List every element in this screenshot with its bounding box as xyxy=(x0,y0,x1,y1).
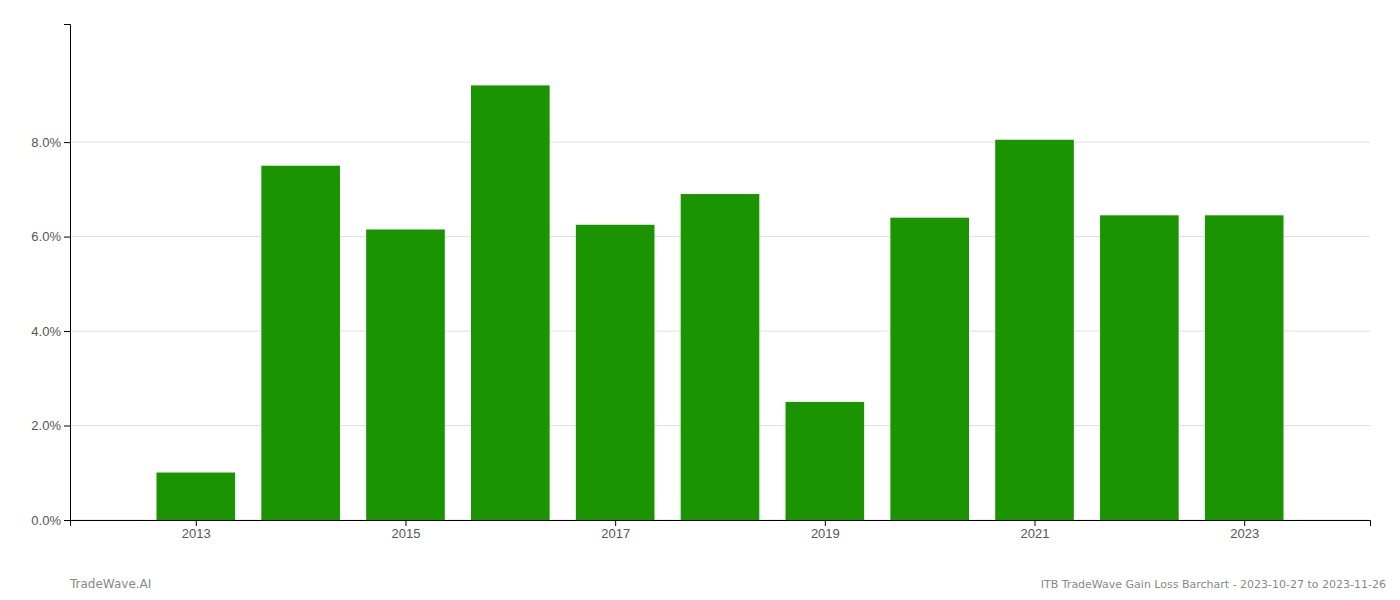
bar xyxy=(576,225,655,520)
x-axis: 2013 2015 2017 2019 2021 2023 xyxy=(71,520,1371,541)
grid-line xyxy=(70,142,1370,143)
x-tick-mark xyxy=(1244,520,1245,526)
x-tick-label: 2013 xyxy=(182,526,211,541)
x-tick-label: 2021 xyxy=(1021,526,1050,541)
bar xyxy=(156,473,235,520)
bar xyxy=(890,218,969,520)
x-tick-label: 2017 xyxy=(601,526,630,541)
plot: 2013 2015 2017 2019 2021 2023 0.0% 2.0% 4.0% 6.0%… xyxy=(31,25,1370,542)
y-tick-mark xyxy=(64,237,70,238)
y-tick-label: 0.0% xyxy=(31,513,61,528)
x-tick: 2023 xyxy=(1230,520,1259,541)
x-tick-label: 2023 xyxy=(1230,526,1259,541)
y-tick: 2.0% xyxy=(31,418,70,433)
x-tick-mark xyxy=(196,520,197,526)
grid xyxy=(70,142,1370,520)
x-tick: 2013 xyxy=(182,520,211,541)
bar xyxy=(366,229,445,520)
y-tick: 8.0% xyxy=(31,135,70,150)
x-tick-mark xyxy=(1035,520,1036,526)
y-tick-label: 6.0% xyxy=(31,229,61,244)
bar xyxy=(995,140,1074,520)
x-axis-line xyxy=(71,521,1371,527)
x-tick-mark xyxy=(405,520,406,526)
x-tick: 2019 xyxy=(811,520,840,541)
footer-left: TradeWave.AI xyxy=(69,577,151,591)
y-tick-mark xyxy=(64,142,70,143)
x-tick-mark xyxy=(615,520,616,526)
y-axis-line xyxy=(64,25,71,521)
bars xyxy=(156,85,1283,520)
y-tick-mark xyxy=(64,520,70,521)
bar xyxy=(1205,215,1284,520)
x-tick-label: 2015 xyxy=(392,526,421,541)
x-tick: 2017 xyxy=(601,520,630,541)
y-tick-label: 4.0% xyxy=(31,324,61,339)
bar xyxy=(261,166,340,520)
y-tick: 4.0% xyxy=(31,324,70,339)
y-tick-mark xyxy=(64,331,70,332)
bar xyxy=(1100,215,1179,520)
y-axis: 0.0% 2.0% 4.0% 6.0% 8.0% xyxy=(31,25,70,528)
footer-right: ITB TradeWave Gain Loss Barchart - 2023-… xyxy=(1041,578,1386,591)
bar xyxy=(786,402,865,520)
x-tick-label: 2019 xyxy=(811,526,840,541)
bar xyxy=(681,194,760,520)
x-tick-mark xyxy=(825,520,826,526)
y-tick: 6.0% xyxy=(31,229,70,244)
x-tick: 2015 xyxy=(392,520,421,541)
y-tick-label: 8.0% xyxy=(31,135,61,150)
y-tick-mark xyxy=(64,426,70,427)
chart-container: 2013 2015 2017 2019 2021 2023 0.0% 2.0% 4.0% 6.0%… xyxy=(0,0,1400,600)
x-tick: 2021 xyxy=(1021,520,1050,541)
bar xyxy=(471,85,550,520)
y-tick-label: 2.0% xyxy=(31,418,61,433)
chart-svg: 2013 2015 2017 2019 2021 2023 0.0% 2.0% 4.0% 6.0%… xyxy=(0,0,1400,600)
y-tick: 0.0% xyxy=(31,513,70,528)
